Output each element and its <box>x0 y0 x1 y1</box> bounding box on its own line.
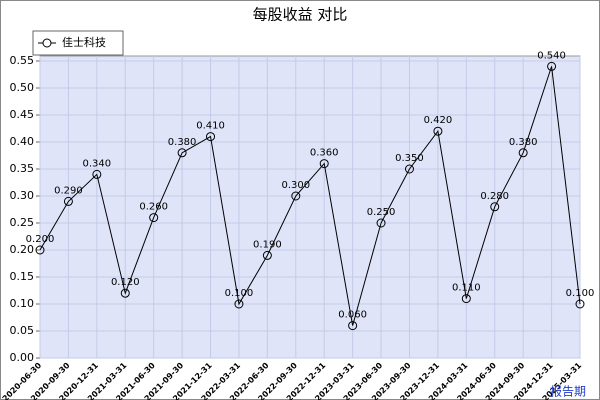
point <box>376 218 386 228</box>
y-tick-label: 0.45 <box>10 108 35 121</box>
point <box>206 132 216 142</box>
y-tick-label: 0.30 <box>10 189 35 202</box>
point <box>348 321 358 331</box>
value-label: 0.250 <box>367 207 396 218</box>
legend: 佳士科技 <box>32 30 124 56</box>
value-label: 0.300 <box>281 180 310 191</box>
point <box>404 164 414 174</box>
legend-marker <box>42 38 52 48</box>
point <box>433 126 443 136</box>
point <box>547 61 557 71</box>
x-axis-label: 报告期 <box>550 384 586 399</box>
point <box>262 250 272 260</box>
y-tick-label: 0.15 <box>10 270 35 283</box>
value-label: 0.120 <box>111 277 140 288</box>
point <box>461 294 471 304</box>
value-label: 0.100 <box>225 288 254 299</box>
value-label: 0.360 <box>310 148 339 159</box>
point <box>291 191 301 201</box>
point <box>234 299 244 309</box>
point <box>92 169 102 179</box>
y-tick-label: 0.55 <box>10 54 35 67</box>
value-label: 0.280 <box>480 191 509 202</box>
point <box>177 148 187 158</box>
y-tick-label: 0.25 <box>10 216 35 229</box>
point <box>575 299 585 309</box>
value-label: 0.540 <box>537 50 566 61</box>
value-label: 0.060 <box>338 310 367 321</box>
value-label: 0.350 <box>395 153 424 164</box>
value-label: 0.200 <box>26 234 55 245</box>
value-label: 0.110 <box>452 283 481 294</box>
series-line <box>39 66 581 326</box>
point <box>319 159 329 169</box>
y-tick-label: 0.50 <box>10 81 35 94</box>
value-label: 0.420 <box>424 115 453 126</box>
value-label: 0.340 <box>83 158 112 169</box>
point <box>490 202 500 212</box>
plot-area <box>39 55 581 359</box>
value-label: 0.290 <box>54 185 83 196</box>
y-tick-label: 0.00 <box>10 351 35 364</box>
y-tick-label: 0.35 <box>10 162 35 175</box>
y-tick-label: 0.40 <box>10 135 35 148</box>
y-tick-label: 0.10 <box>10 297 35 310</box>
value-label: 0.380 <box>168 137 197 148</box>
point <box>120 288 130 298</box>
y-tick-label: 0.05 <box>10 324 35 337</box>
point <box>518 148 528 158</box>
point <box>149 213 159 223</box>
point <box>63 196 73 206</box>
legend-label: 佳士科技 <box>62 35 106 49</box>
value-label: 0.100 <box>566 288 595 299</box>
value-label: 0.260 <box>139 202 168 213</box>
y-tick-label: 0.20 <box>10 243 35 256</box>
chart-title: 每股收益 对比 <box>253 6 348 24</box>
value-label: 0.380 <box>509 137 538 148</box>
value-label: 0.190 <box>253 239 282 250</box>
point <box>35 245 45 255</box>
value-label: 0.410 <box>196 121 225 132</box>
